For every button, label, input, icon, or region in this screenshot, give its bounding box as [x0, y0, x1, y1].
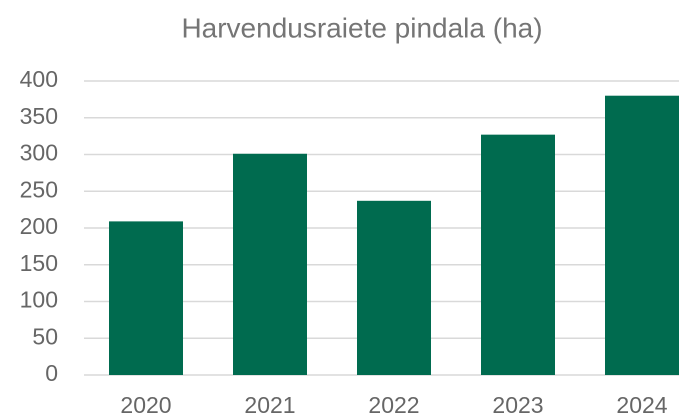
y-tick-label: 100 [20, 287, 58, 313]
bar [605, 95, 679, 375]
y-tick-label: 50 [32, 323, 58, 349]
x-tick-label: 2020 [120, 392, 171, 418]
chart-title: Harvendusraiete pindala (ha) [181, 12, 542, 43]
y-tick-label: 300 [20, 140, 58, 166]
bar [481, 134, 555, 375]
bar [109, 221, 183, 375]
x-tick-label: 2024 [616, 392, 667, 418]
y-tick-label: 400 [20, 66, 58, 92]
bar [357, 200, 431, 375]
x-tick-label: 2022 [368, 392, 419, 418]
y-tick-label: 200 [20, 213, 58, 239]
bar [233, 153, 307, 375]
x-tick-label: 2023 [492, 392, 543, 418]
x-tick-label: 2021 [244, 392, 295, 418]
y-tick-label: 0 [45, 360, 58, 386]
y-tick-label: 250 [20, 176, 58, 202]
y-tick-label: 350 [20, 103, 58, 129]
y-tick-label: 150 [20, 250, 58, 276]
